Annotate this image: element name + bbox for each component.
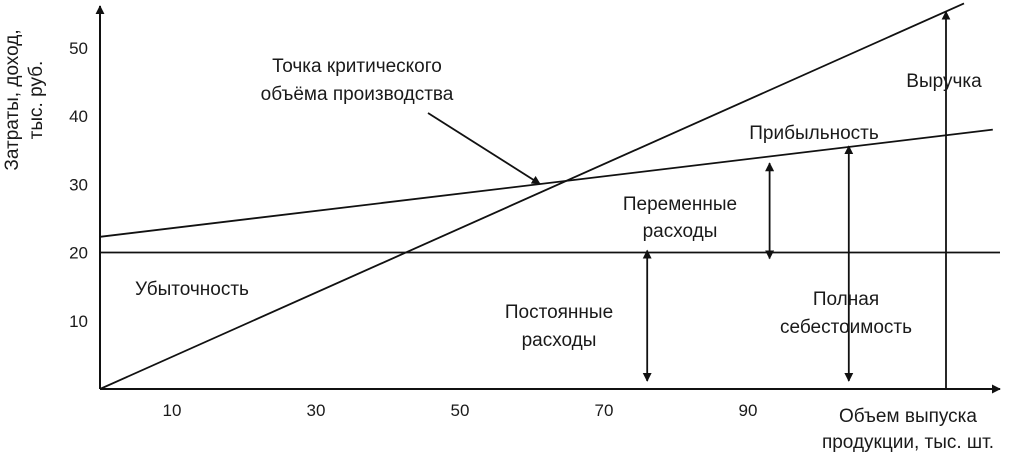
x-axis-label-line-2: продукции, тыс. шт. xyxy=(822,432,994,453)
break-even-label-line-2: объёма производства xyxy=(261,84,454,105)
break-even-pointer-arrow xyxy=(427,112,541,185)
loss-label: Убыточность xyxy=(135,279,249,300)
total-cost-line xyxy=(99,128,993,238)
variable-cost-label-line-1: Переменные xyxy=(623,194,737,215)
x-tick-label: 10 xyxy=(163,401,182,420)
fixed-cost-label-line-1: Постоянные xyxy=(505,302,613,323)
y-tick-label: 30 xyxy=(69,175,88,194)
y-axis-label-line-2: тыс. руб. xyxy=(26,61,47,140)
y-axis-label-line-1: Затраты, доход, xyxy=(2,29,23,170)
total-cost-label-line-2: себестоимость xyxy=(780,317,912,338)
x-tick-label: 30 xyxy=(307,401,326,420)
x-tick-label: 70 xyxy=(595,401,614,420)
y-tick-labels: 10 20 30 40 50 xyxy=(69,39,88,331)
y-axis-label: Затраты, доход, тыс. руб. xyxy=(2,29,47,170)
x-tick-label: 90 xyxy=(739,401,758,420)
profit-label: Прибыльность xyxy=(749,123,879,144)
y-tick-label: 10 xyxy=(69,312,88,331)
break-even-label-line-1: Точка критического xyxy=(272,56,442,77)
variable-cost-label-line-2: расходы xyxy=(643,221,718,242)
y-tick-label: 20 xyxy=(69,244,88,263)
total-cost-label-line-1: Полная xyxy=(813,289,879,310)
fixed-cost-label-line-2: расходы xyxy=(522,330,597,351)
bracket-arrows xyxy=(642,10,951,389)
y-tick-label: 40 xyxy=(69,107,88,126)
revenue-label: Выручка xyxy=(906,71,982,92)
y-tick-label: 50 xyxy=(69,39,88,58)
x-tick-label: 50 xyxy=(451,401,470,420)
x-tick-labels: 10 30 50 70 90 xyxy=(163,401,758,420)
revenue-line xyxy=(99,2,965,390)
x-axis-label-line-1: Объем выпуска xyxy=(839,406,977,427)
